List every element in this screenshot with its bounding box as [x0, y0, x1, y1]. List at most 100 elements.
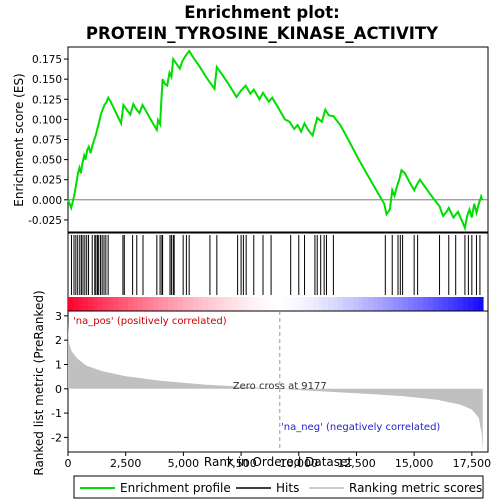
rank-color-segment: [198, 297, 204, 311]
chart-title: Enrichment plot:: [184, 3, 339, 22]
es-yticks: -0.025 0.000 0.025 0.050 0.075 0.100 0.125 0.15…: [28, 54, 68, 227]
metric-xlabel: Rank in Ordered Dataset: [204, 455, 352, 469]
rank-color-segment: [188, 297, 194, 311]
metric-yticks: -2 -1 0 1 2 3: [51, 310, 68, 444]
rank-color-segment: [468, 297, 474, 311]
rank-color-segment: [448, 297, 454, 311]
metric-xtick-label: 7,500: [225, 457, 257, 470]
rank-color-segment: [313, 297, 319, 311]
rank-color-segment: [258, 297, 264, 311]
rank-color-segment: [228, 297, 234, 311]
rank-color-segment: [473, 297, 479, 311]
rank-color-segment: [478, 297, 484, 311]
rank-color-segment: [343, 297, 349, 311]
zero-cross-label: Zero cross at 9177: [233, 381, 327, 392]
rank-color-segment: [288, 297, 294, 311]
rank-color-segment: [163, 297, 169, 311]
es-ytick-label: 0.125: [32, 94, 62, 106]
rank-color-segment: [378, 297, 384, 311]
rank-color-segment: [408, 297, 414, 311]
rank-color-segment: [173, 297, 179, 311]
rank-color-segment: [318, 297, 324, 311]
rank-color-segment: [103, 297, 109, 311]
metric-xtick-label: 17,500: [453, 457, 492, 470]
rank-color-segment: [293, 297, 299, 311]
metric-xticks: 0 2,500 5,000 7,500 10,000 12,500 15,000 17,500: [65, 452, 492, 470]
es-ytick-label: 0.050: [32, 155, 62, 167]
rank-color-segment: [303, 297, 309, 311]
rank-color-segment: [153, 297, 159, 311]
rank-color-segment: [363, 297, 369, 311]
es-ytick-label: 0.100: [32, 114, 62, 126]
legend-hits-label: Hits: [276, 481, 299, 495]
rank-color-segment: [308, 297, 314, 311]
rank-color-segment: [203, 297, 209, 311]
rank-color-segment: [388, 297, 394, 311]
metric-panel: Zero cross at 9177 'na_pos' (positively …: [32, 290, 491, 475]
enrichment-profile-line: [67, 49, 484, 232]
metric-ytick-label: 3: [55, 310, 62, 323]
metric-ytick-label: -1: [51, 407, 62, 420]
rank-color-segment: [463, 297, 469, 311]
rank-color-segment: [78, 297, 84, 311]
es-ytick-label: 0.000: [32, 195, 62, 207]
rank-color-segment: [113, 297, 119, 311]
rank-color-segment: [158, 297, 164, 311]
rank-color-segment: [73, 297, 79, 311]
rank-color-segment: [98, 297, 104, 311]
rank-color-segment: [208, 297, 214, 311]
rank-color-segment: [368, 297, 374, 311]
ranking-metric-area: [68, 323, 483, 450]
rank-color-segment: [418, 297, 424, 311]
rank-color-segment: [68, 297, 74, 311]
rank-color-segment: [133, 297, 139, 311]
es-ytick-label: 0.175: [32, 54, 62, 66]
pos-label: 'na_pos' (positively correlated): [73, 316, 227, 327]
hits-panel: [67, 232, 489, 312]
rank-color-segment: [398, 297, 404, 311]
metric-xtick-label: 2,500: [110, 457, 142, 470]
rank-color-segment: [298, 297, 304, 311]
rank-color-segment: [123, 297, 129, 311]
metric-xtick-label: 15,000: [395, 457, 434, 470]
metric-xtick-label: 5,000: [168, 457, 200, 470]
rank-color-segment: [213, 297, 219, 311]
metric-ytick-label: 2: [55, 334, 62, 347]
rank-color-segment: [143, 297, 149, 311]
es-ytick-label: -0.025: [28, 215, 62, 227]
rank-color-segment: [438, 297, 444, 311]
rank-color-segment: [108, 297, 114, 311]
rank-color-segment: [333, 297, 339, 311]
rank-color-segment: [428, 297, 434, 311]
rank-color-segment: [118, 297, 124, 311]
rank-color-segment: [458, 297, 464, 311]
rank-color-segment: [128, 297, 134, 311]
rank-color-segment: [248, 297, 254, 311]
rank-color-segment: [168, 297, 174, 311]
rank-color-segment: [88, 297, 94, 311]
legend-enrichment-label: Enrichment profile: [120, 481, 231, 495]
rank-color-segment: [453, 297, 459, 311]
rank-color-segment: [393, 297, 399, 311]
metric-xtick-label: 12,500: [337, 457, 376, 470]
es-ytick-label: 0.025: [32, 175, 62, 187]
rank-color-segment: [273, 297, 279, 311]
legend-metric-label: Ranking metric scores: [349, 481, 482, 495]
rank-color-segment: [338, 297, 344, 311]
rank-color-segment: [138, 297, 144, 311]
rank-color-bar: [68, 297, 484, 311]
rank-color-segment: [253, 297, 259, 311]
legend: Enrichment profile Hits Ranking metric s…: [73, 475, 484, 499]
rank-color-segment: [423, 297, 429, 311]
es-ylabel: Enrichment score (ES): [12, 73, 26, 206]
es-ytick-label: 0.150: [32, 74, 62, 86]
rank-color-segment: [193, 297, 199, 311]
rank-color-segment: [268, 297, 274, 311]
legend-box: [73, 475, 484, 499]
rank-color-segment: [218, 297, 224, 311]
rank-color-segment: [93, 297, 99, 311]
rank-color-segment: [403, 297, 409, 311]
metric-xtick-label: 0: [65, 457, 72, 470]
metric-ytick-label: 1: [55, 358, 62, 371]
